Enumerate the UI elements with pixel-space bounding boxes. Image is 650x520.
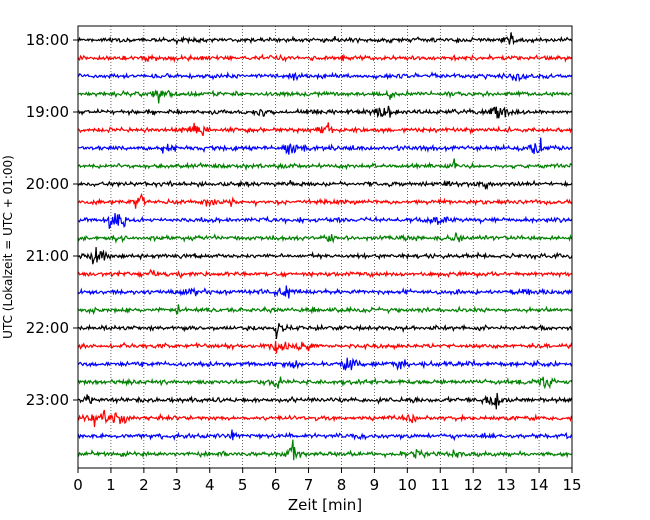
trace-2000 [77,179,573,191]
x-tick-label-13: 13 [497,476,516,494]
x-axis-ticks: 0 1 2 3 4 5 6 7 8 9 10 11 12 13 14 15 [73,468,582,494]
x-tick-label-12: 12 [464,476,483,494]
x-tick-label-8: 8 [337,476,347,494]
trace-1915 [77,122,573,137]
plot-frame [77,25,573,469]
y-tick-label-1: 19:00 [26,103,69,121]
trace-2130 [77,285,573,299]
x-tick-label-10: 10 [398,476,417,494]
y-axis-label: UTC (Lokalzeit = UTC + 01:00) [1,155,15,339]
seismic-traces [77,32,573,461]
y-tick-label-0: 18:00 [26,31,69,49]
trace-2345 [77,439,572,461]
trace-2330 [77,429,573,442]
y-tick-label-5: 23:00 [26,391,69,409]
trace-1815 [77,53,573,64]
trace-1900 [77,105,573,119]
x-tick-label-1: 1 [106,476,116,494]
y-tick-label-3: 21:00 [26,247,69,265]
trace-2300 [77,392,573,410]
trace-2100 [77,247,573,265]
trace-2215 [77,340,573,354]
trace-1800 [77,32,573,46]
trace-1945 [77,158,573,172]
x-tick-label-0: 0 [73,476,83,494]
grid-lines [110,26,540,468]
trace-1930 [77,137,573,155]
x-tick-label-4: 4 [205,476,215,494]
x-axis-label: Zeit [min] [288,496,362,514]
trace-2045 [77,232,573,244]
x-tick-label-9: 9 [370,476,380,494]
trace-1845 [77,88,573,104]
trace-2315 [77,409,573,428]
x-tick-label-7: 7 [304,476,314,494]
x-tick-label-3: 3 [172,476,182,494]
y-tick-label-4: 22:00 [26,319,69,337]
trace-1830 [77,71,573,83]
trace-2145 [77,304,573,316]
y-axis-ticks: 18:00 19:00 20:00 21:00 22:00 23:00 [26,31,78,409]
y-tick-label-2: 20:00 [26,175,69,193]
trace-2200 [77,323,573,339]
trace-2115 [77,268,573,280]
x-tick-label-5: 5 [238,476,248,494]
x-tick-label-6: 6 [271,476,281,494]
x-tick-label-11: 11 [431,476,450,494]
x-tick-label-2: 2 [139,476,149,494]
trace-2015 [77,192,573,209]
trace-2245 [77,376,573,390]
trace-2230 [77,357,573,372]
x-tick-label-15: 15 [562,476,581,494]
x-tick-label-14: 14 [530,476,549,494]
trace-2030 [77,212,573,229]
